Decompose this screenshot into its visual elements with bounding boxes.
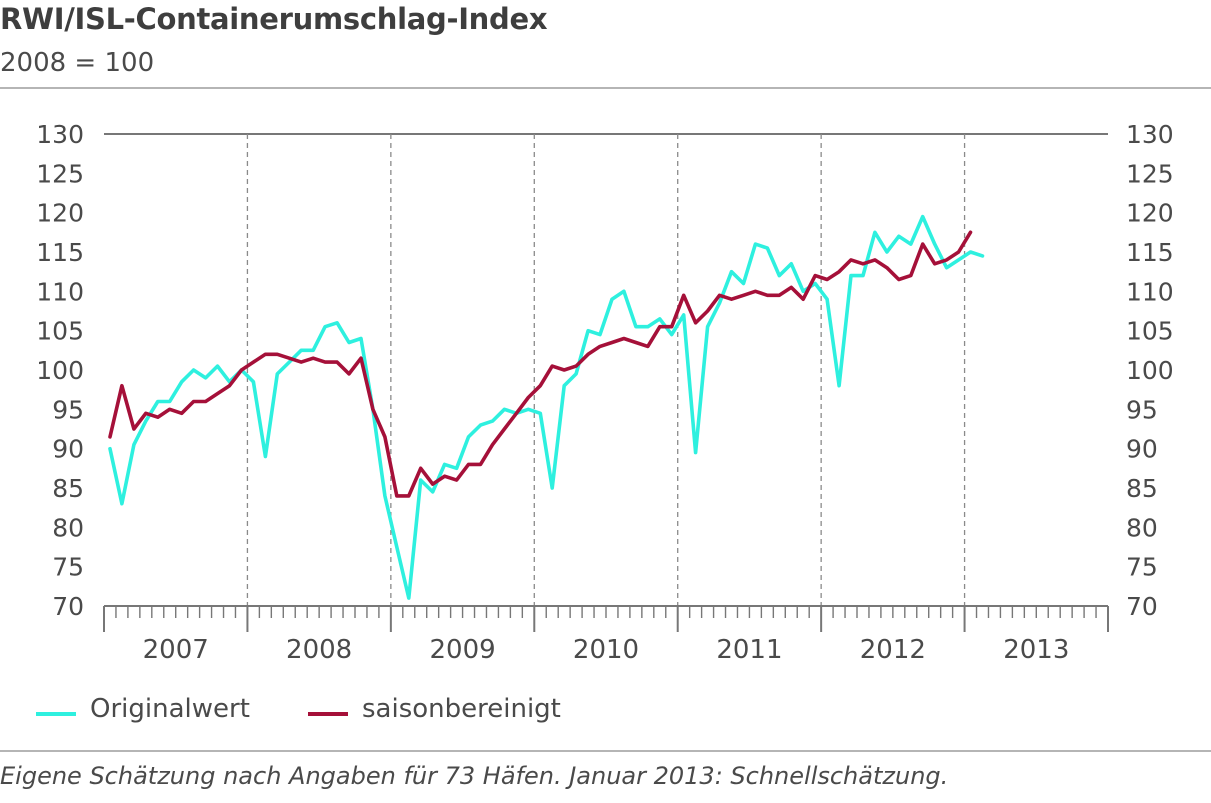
y-tick-label-right: 95 — [1126, 395, 1158, 424]
series-line-saisonbereinigt — [108, 230, 973, 498]
top-divider — [0, 87, 1211, 89]
x-tick-label: 2011 — [716, 635, 782, 665]
legend-label-saisonbereinigt: saisonbereinigt — [362, 694, 561, 724]
legend-swatch-saisonbereinigt — [308, 712, 348, 716]
bottom-divider — [0, 750, 1211, 752]
footnote: Eigene Schätzung nach Angaben für 73 Häf… — [0, 762, 949, 790]
x-tick-label: 2007 — [143, 635, 209, 665]
y-tick-label-left: 100 — [36, 356, 84, 385]
y-tick-label-right: 120 — [1126, 199, 1174, 228]
x-tick-label: 2013 — [1003, 635, 1069, 665]
legend-label-originalwert: Originalwert — [90, 694, 250, 724]
y-tick-label-right: 80 — [1126, 513, 1158, 542]
y-tick-label-left: 105 — [36, 317, 84, 346]
series — [108, 214, 985, 600]
y-tick-label-left: 75 — [52, 553, 84, 582]
y-tick-label-left: 95 — [52, 395, 84, 424]
y-tick-label-right: 90 — [1126, 435, 1158, 464]
y-tick-label-left: 110 — [36, 277, 84, 306]
x-tick-label: 2010 — [573, 635, 639, 665]
y-tick-label-right: 130 — [1126, 120, 1174, 149]
y-tick-label-left: 85 — [52, 474, 84, 503]
y-tick-label-right: 100 — [1126, 356, 1174, 385]
chart-subtitle: 2008 = 100 — [0, 48, 155, 78]
y-tick-label-right: 115 — [1126, 238, 1174, 267]
y-tick-label-right: 70 — [1126, 592, 1158, 621]
series-line-originalwert — [108, 214, 985, 600]
y-tick-label-right: 110 — [1126, 277, 1174, 306]
axes: 2007 2008 2009 2010 2011 2012 2013 70 70 75 75 80 80… — [36, 120, 1173, 665]
y-tick-label-right: 85 — [1126, 474, 1158, 503]
x-tick-label: 2008 — [286, 635, 352, 665]
x-tick-label: 2012 — [860, 635, 926, 665]
y-tick-label-left: 130 — [36, 120, 84, 149]
y-tick-label-left: 90 — [52, 435, 84, 464]
y-tick-label-right: 75 — [1126, 553, 1158, 582]
y-tick-label-left: 70 — [52, 592, 84, 621]
y-tick-label-left: 125 — [36, 159, 84, 188]
grid — [104, 133, 1108, 606]
y-tick-label-right: 105 — [1126, 317, 1174, 346]
y-tick-label-right: 125 — [1126, 159, 1174, 188]
chart-title: RWI/ISL-Containerumschlag-Index — [0, 2, 548, 36]
y-tick-label-left: 115 — [36, 238, 84, 267]
x-tick-label: 2009 — [429, 635, 495, 665]
y-tick-label-left: 80 — [52, 513, 84, 542]
y-tick-label-left: 120 — [36, 199, 84, 228]
legend-swatch-originalwert — [36, 712, 76, 716]
